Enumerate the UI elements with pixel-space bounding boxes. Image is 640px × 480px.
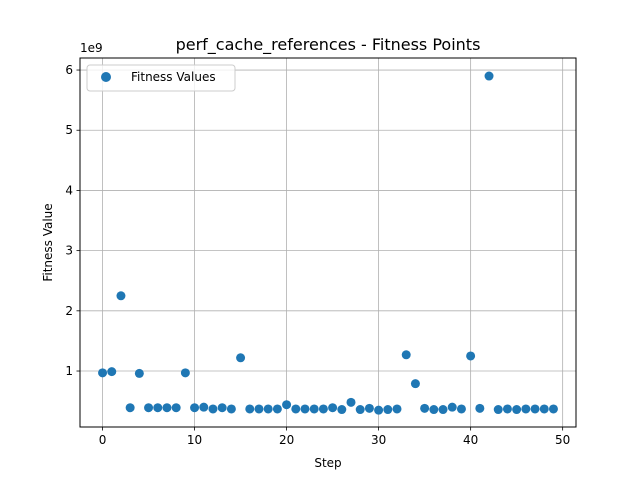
data-point xyxy=(374,405,384,415)
data-point xyxy=(153,403,163,413)
data-point xyxy=(98,368,108,378)
data-point xyxy=(548,404,558,414)
y-tick-label: 5 xyxy=(65,123,73,137)
data-point xyxy=(539,404,549,414)
data-point xyxy=(456,404,466,414)
y-tick-label: 3 xyxy=(65,244,73,258)
data-points xyxy=(98,71,558,415)
data-point xyxy=(401,350,411,360)
data-point xyxy=(144,403,154,413)
data-point xyxy=(328,403,338,413)
data-point xyxy=(392,404,402,414)
data-point xyxy=(383,405,393,415)
data-point xyxy=(502,404,512,414)
data-point xyxy=(447,402,457,412)
y-tick-label: 6 xyxy=(65,63,73,77)
data-point xyxy=(245,404,255,414)
data-point xyxy=(171,403,181,413)
plot-frame xyxy=(79,57,577,428)
data-point xyxy=(190,403,200,413)
data-point xyxy=(512,405,522,415)
data-point xyxy=(318,404,328,414)
data-point xyxy=(337,405,347,415)
y-tick-label: 1 xyxy=(65,364,73,378)
data-point xyxy=(355,405,365,415)
data-point xyxy=(530,404,540,414)
data-point xyxy=(420,403,430,413)
data-point xyxy=(125,403,135,413)
legend-marker xyxy=(101,72,111,82)
data-point xyxy=(300,404,310,414)
x-tick-label: 30 xyxy=(371,433,386,447)
data-point xyxy=(116,291,126,301)
x-axis-label: Step xyxy=(314,456,341,470)
data-point xyxy=(107,367,117,377)
data-point xyxy=(291,404,301,414)
data-point xyxy=(364,403,374,413)
legend-box xyxy=(86,64,236,92)
x-tick-label: 0 xyxy=(99,433,107,447)
ticks: 0 10 20 30 40 50 1 2 3 4 5 6 xyxy=(65,63,570,447)
x-tick-label: 20 xyxy=(279,433,294,447)
x-tick-label: 10 xyxy=(187,433,202,447)
data-point xyxy=(236,353,246,363)
grid xyxy=(80,58,576,427)
y-tick-label: 4 xyxy=(65,183,73,197)
data-point xyxy=(475,403,485,413)
data-point xyxy=(199,402,209,412)
y-tick-label: 2 xyxy=(65,304,73,318)
data-point xyxy=(521,404,531,414)
y-axis-label: Fitness Value xyxy=(41,203,55,281)
data-point xyxy=(484,71,494,81)
data-point xyxy=(134,368,144,378)
data-point xyxy=(263,404,273,414)
data-point xyxy=(180,368,190,378)
data-point xyxy=(438,405,448,415)
y-offset-label: 1e9 xyxy=(80,41,103,55)
x-tick-label: 40 xyxy=(463,433,478,447)
data-point xyxy=(466,351,476,361)
data-point xyxy=(309,404,319,414)
data-point xyxy=(429,405,439,415)
data-point xyxy=(282,400,292,410)
legend: Fitness Values xyxy=(86,64,236,92)
data-point xyxy=(162,403,172,413)
chart-title: perf_cache_references - Fitness Points xyxy=(176,35,481,55)
data-point xyxy=(410,379,420,389)
data-point xyxy=(346,397,356,407)
data-point xyxy=(272,404,282,414)
data-point xyxy=(217,403,227,413)
data-point xyxy=(208,404,218,414)
legend-label: Fitness Values xyxy=(131,70,216,84)
data-point xyxy=(493,405,503,415)
data-point xyxy=(254,404,264,414)
x-tick-label: 50 xyxy=(555,433,570,447)
data-point xyxy=(226,404,236,414)
